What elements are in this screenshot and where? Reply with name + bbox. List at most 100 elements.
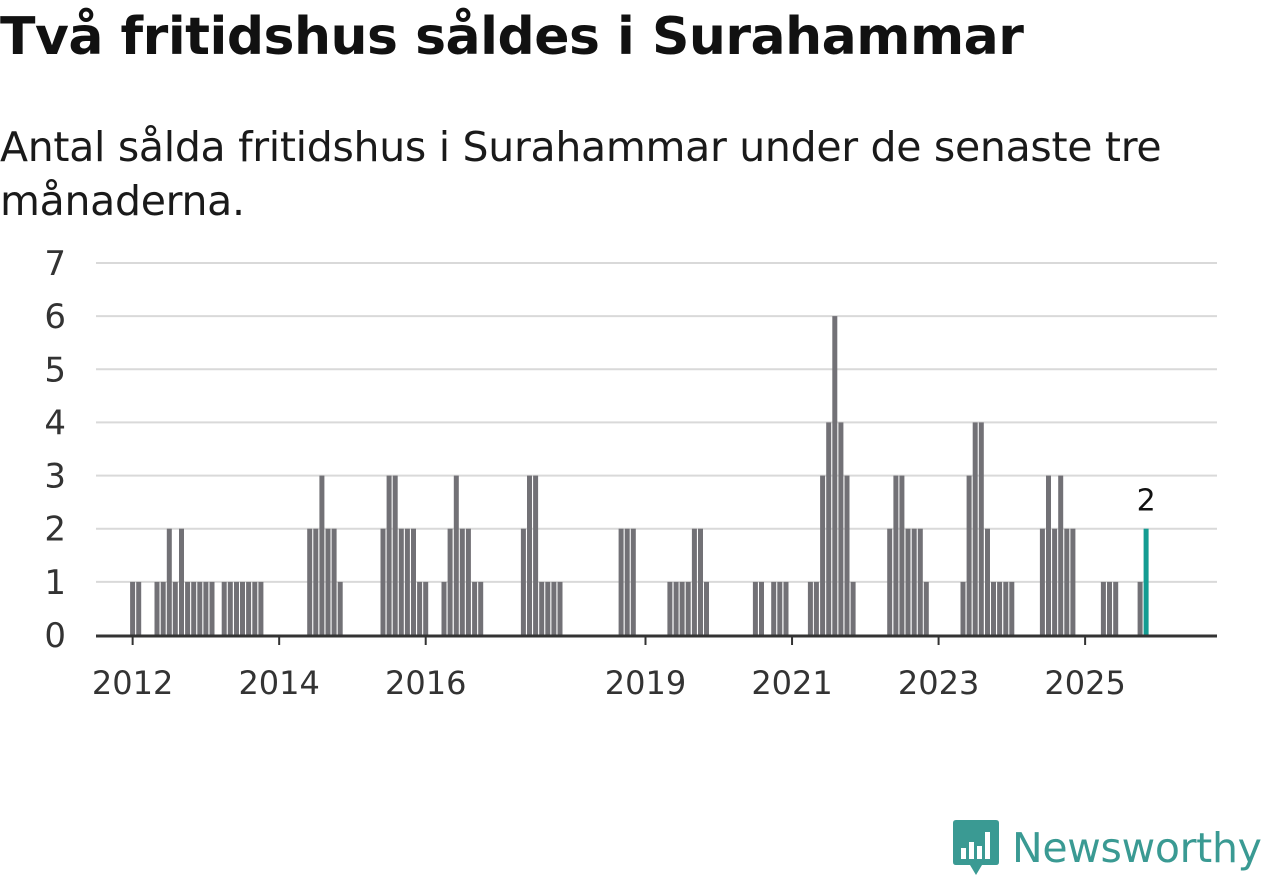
- y-axis-tick-labels: 0 1 2 3 4 5 6 7: [44, 244, 66, 656]
- bar: [545, 581, 551, 635]
- bar: [453, 475, 459, 635]
- x-tick-label: 2019: [605, 664, 686, 702]
- bar: [1052, 528, 1058, 635]
- bar: [685, 581, 691, 635]
- bar: [807, 581, 813, 635]
- bars: [130, 316, 1149, 635]
- bar: [221, 581, 227, 635]
- bar: [417, 581, 423, 635]
- bar: [203, 581, 209, 635]
- bar: [160, 581, 166, 635]
- bar: [917, 528, 923, 635]
- bar: [997, 581, 1003, 635]
- bar: [960, 581, 966, 635]
- bar: [234, 581, 239, 635]
- y-tick-label: 4: [44, 403, 66, 443]
- bar: [136, 581, 142, 635]
- bar: [185, 581, 191, 635]
- bar: [441, 581, 447, 635]
- bar: [1064, 528, 1070, 635]
- bar: [246, 581, 252, 635]
- bar: [331, 528, 337, 635]
- bar: [240, 581, 245, 635]
- bar: [887, 528, 893, 635]
- bar: [423, 581, 429, 635]
- bar: [1070, 528, 1076, 635]
- bar: [985, 528, 990, 635]
- gridlines: [96, 262, 1217, 583]
- bar: [991, 581, 996, 635]
- y-tick-label: 5: [44, 350, 66, 390]
- bar: [478, 581, 484, 635]
- y-tick-label: 0: [44, 616, 66, 656]
- bar: [771, 581, 777, 635]
- bar: [820, 475, 826, 635]
- bar: [911, 528, 917, 635]
- bar: [465, 528, 471, 635]
- bar: [850, 581, 856, 635]
- bar: [527, 475, 532, 635]
- x-axis: [96, 634, 1217, 645]
- newsworthy-logo-icon: [953, 820, 999, 875]
- y-tick-label: 3: [44, 457, 66, 497]
- bar: [899, 475, 905, 635]
- brand-name: Newsworthy: [1012, 824, 1262, 872]
- bar: [337, 581, 343, 635]
- bar: [209, 581, 215, 635]
- bar: [698, 528, 703, 635]
- bar: [1009, 581, 1015, 635]
- bar: [630, 528, 636, 635]
- bar: [752, 581, 758, 635]
- bar: [1100, 581, 1106, 635]
- bar: [667, 581, 673, 635]
- bar: [704, 581, 709, 635]
- bar: [1058, 475, 1064, 635]
- bar: [759, 581, 764, 635]
- x-tick-label: 2021: [751, 664, 832, 702]
- y-tick-label: 1: [44, 563, 66, 603]
- bar: [227, 581, 233, 635]
- x-tick-label: 2014: [238, 664, 319, 702]
- bar: [172, 581, 178, 635]
- bar: [1039, 528, 1045, 635]
- bar: [404, 528, 410, 635]
- bar: [386, 475, 392, 635]
- bar: [252, 581, 258, 635]
- bar: [972, 422, 978, 635]
- bar: [1137, 581, 1143, 635]
- bar: [618, 528, 624, 635]
- bar: [844, 475, 850, 635]
- bar: [624, 528, 630, 635]
- data-labels: 2: [1137, 484, 1156, 519]
- x-axis-tick-labels: 2012 2014 2016 2019 2021 2023 2025: [92, 664, 1126, 702]
- bar: [783, 581, 789, 635]
- bar: [380, 528, 386, 635]
- bar: [447, 528, 453, 635]
- bar: [1003, 581, 1009, 635]
- bar: [966, 475, 972, 635]
- bar: [520, 528, 526, 635]
- bar: [398, 528, 404, 635]
- bar: [1046, 475, 1051, 635]
- x-tick-label: 2023: [898, 664, 979, 702]
- bar: [1107, 581, 1112, 635]
- y-tick-label: 6: [44, 297, 66, 337]
- bar: [191, 581, 197, 635]
- bar: [905, 528, 911, 635]
- bar: [551, 581, 557, 635]
- x-tick-label: 2012: [92, 664, 173, 702]
- x-tick-label: 2016: [385, 664, 466, 702]
- bar: [923, 581, 929, 635]
- bar: [459, 528, 465, 635]
- bar-highlight: [1143, 528, 1149, 635]
- bar: [179, 528, 184, 635]
- bar: [679, 581, 685, 635]
- bar: [313, 528, 319, 635]
- y-tick-label: 2: [44, 510, 66, 550]
- bar: [826, 422, 832, 635]
- chart-subtitle: Antal sålda fritidshus i Surahammar unde…: [0, 123, 1162, 225]
- bar: [777, 581, 783, 635]
- bar: [307, 528, 313, 635]
- bar: [197, 581, 203, 635]
